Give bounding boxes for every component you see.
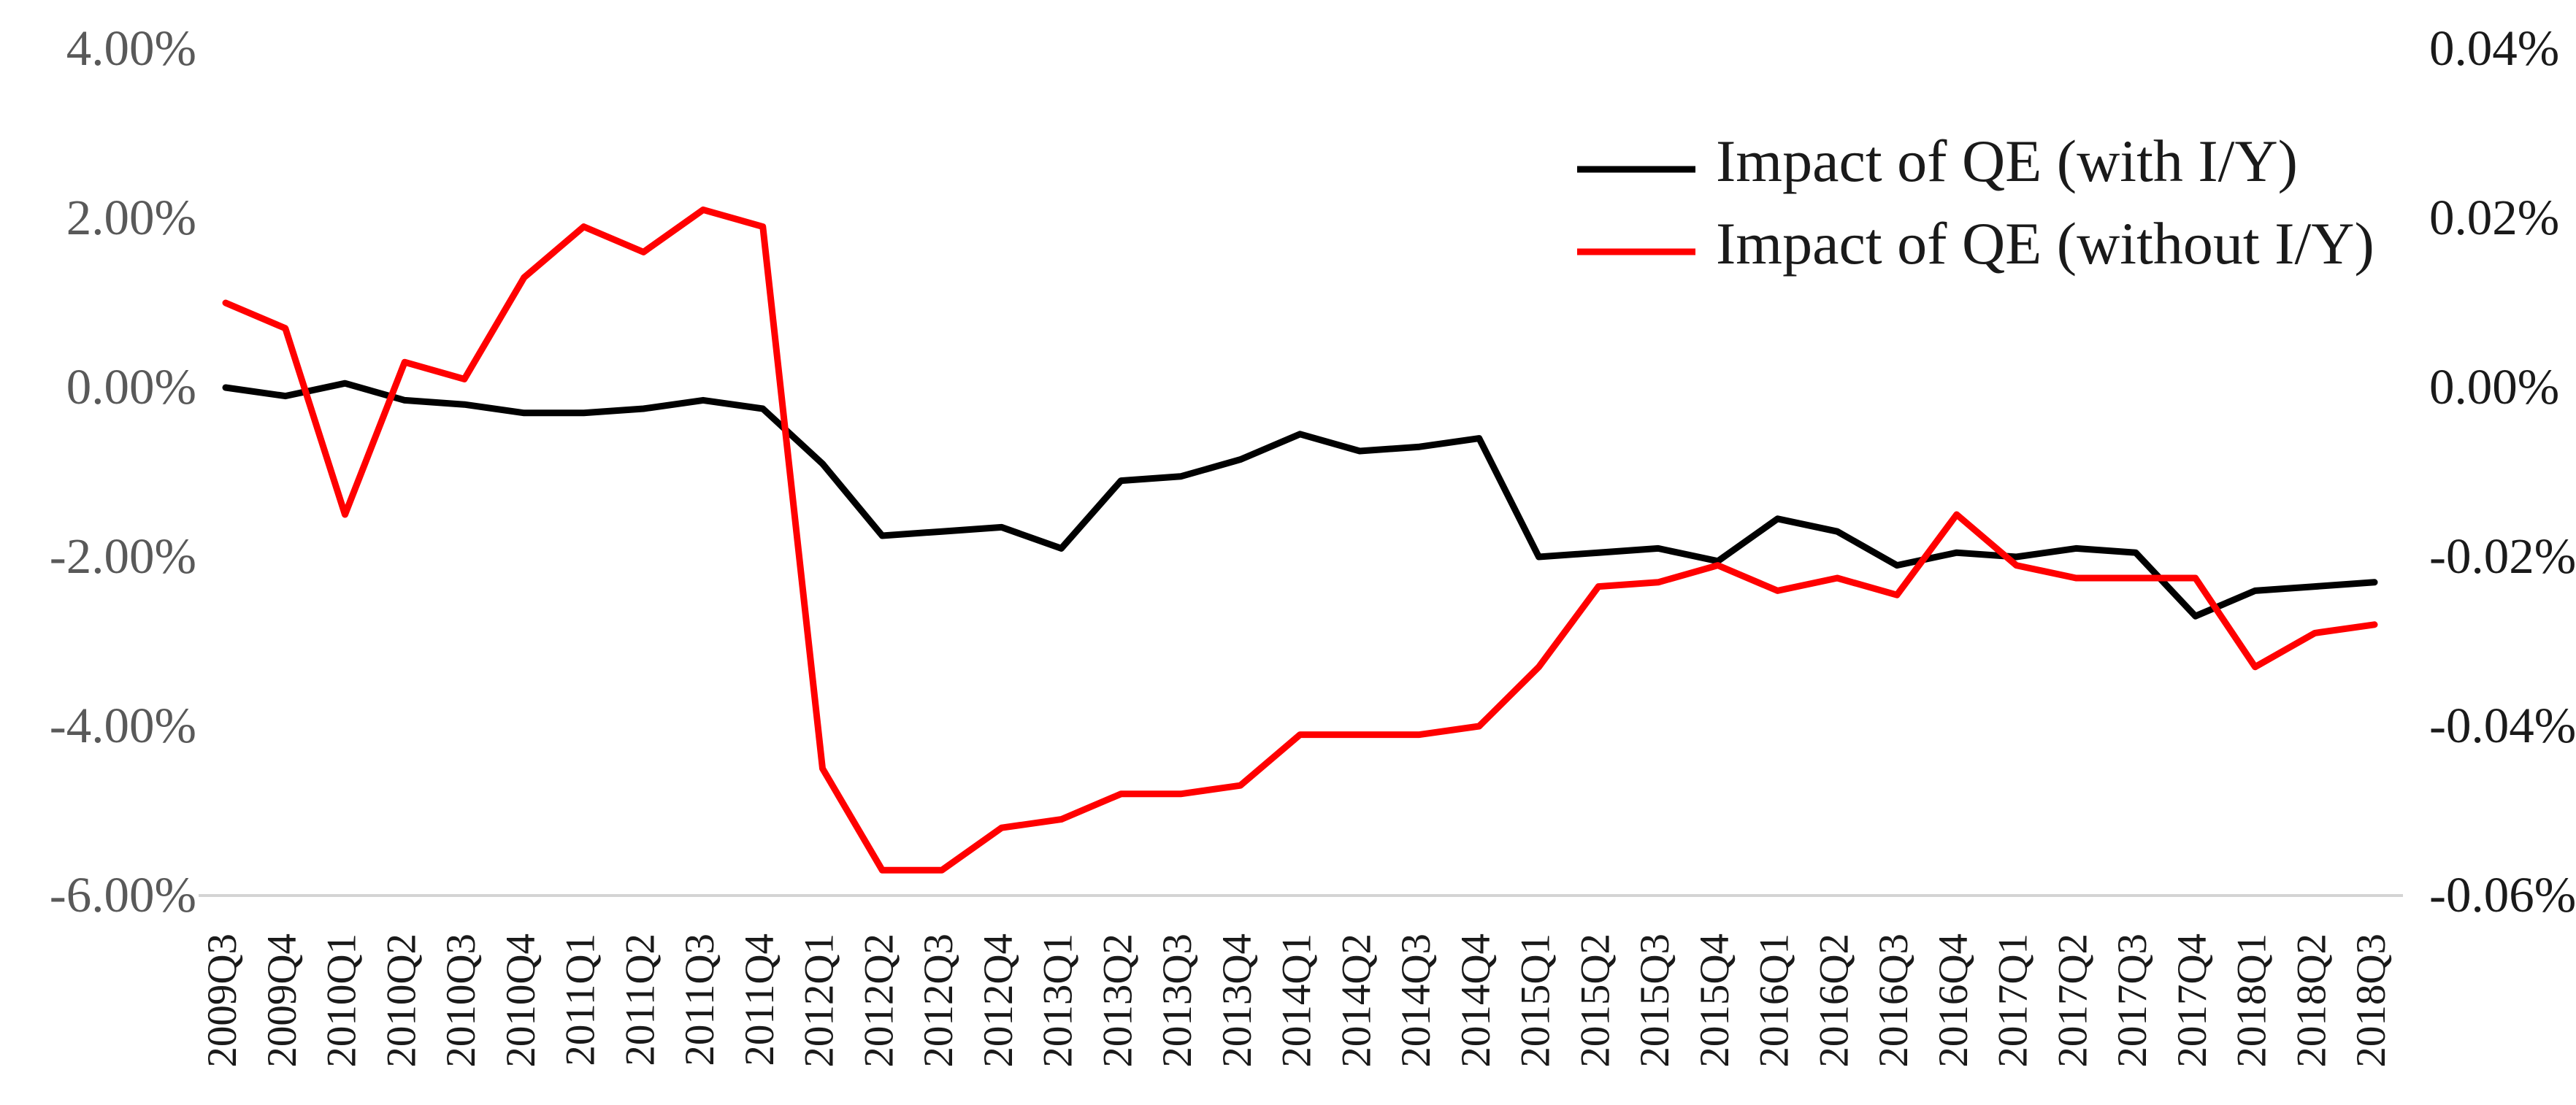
svg-text:2010Q3: 2010Q3 — [438, 933, 484, 1068]
svg-text:0.00%: 0.00% — [2429, 359, 2559, 415]
svg-text:0.04%: 0.04% — [2429, 20, 2559, 76]
svg-text:2016Q1: 2016Q1 — [1752, 933, 1798, 1068]
svg-text:2017Q4: 2017Q4 — [2169, 933, 2215, 1068]
svg-text:-0.04%: -0.04% — [2429, 698, 2576, 753]
svg-text:2014Q4: 2014Q4 — [1453, 933, 1499, 1068]
svg-text:2016Q3: 2016Q3 — [1871, 933, 1917, 1068]
svg-text:2014Q3: 2014Q3 — [1393, 933, 1439, 1068]
svg-text:2015Q4: 2015Q4 — [1692, 933, 1738, 1068]
svg-text:2010Q4: 2010Q4 — [498, 933, 544, 1068]
svg-text:2.00%: 2.00% — [66, 190, 196, 245]
svg-text:2014Q1: 2014Q1 — [1274, 933, 1320, 1068]
svg-text:2016Q2: 2016Q2 — [1811, 933, 1857, 1068]
svg-text:2011Q1: 2011Q1 — [558, 933, 604, 1066]
svg-text:0.02%: 0.02% — [2429, 190, 2559, 245]
svg-text:2018Q3: 2018Q3 — [2348, 933, 2394, 1068]
svg-text:2013Q4: 2013Q4 — [1214, 933, 1260, 1068]
svg-text:2013Q2: 2013Q2 — [1095, 933, 1141, 1068]
svg-text:Impact of QE (without I/Y): Impact of QE (without I/Y) — [1716, 210, 2374, 277]
svg-text:2012Q1: 2012Q1 — [797, 933, 843, 1068]
svg-text:2009Q3: 2009Q3 — [199, 933, 245, 1068]
svg-text:2018Q2: 2018Q2 — [2288, 933, 2334, 1068]
svg-text:4.00%: 4.00% — [66, 20, 196, 76]
svg-text:2012Q3: 2012Q3 — [916, 933, 962, 1068]
svg-text:2009Q4: 2009Q4 — [259, 933, 305, 1068]
svg-text:-0.02%: -0.02% — [2429, 528, 2576, 584]
svg-text:2013Q3: 2013Q3 — [1154, 933, 1200, 1068]
svg-text:2010Q2: 2010Q2 — [378, 933, 424, 1068]
svg-text:-0.06%: -0.06% — [2429, 867, 2576, 923]
svg-text:2014Q2: 2014Q2 — [1333, 933, 1379, 1068]
svg-text:2018Q1: 2018Q1 — [2229, 933, 2275, 1068]
svg-text:2017Q2: 2017Q2 — [2050, 933, 2096, 1068]
svg-text:2012Q2: 2012Q2 — [856, 933, 902, 1068]
svg-text:-6.00%: -6.00% — [50, 867, 196, 923]
svg-text:2012Q4: 2012Q4 — [975, 933, 1021, 1068]
svg-text:2015Q1: 2015Q1 — [1513, 933, 1559, 1068]
svg-text:2017Q1: 2017Q1 — [1990, 933, 2036, 1068]
svg-text:2015Q3: 2015Q3 — [1632, 933, 1678, 1068]
svg-text:-2.00%: -2.00% — [50, 528, 196, 584]
svg-text:2016Q4: 2016Q4 — [1931, 933, 1977, 1068]
svg-text:2015Q2: 2015Q2 — [1572, 933, 1618, 1068]
svg-text:2011Q4: 2011Q4 — [737, 933, 783, 1066]
svg-text:2011Q2: 2011Q2 — [617, 933, 663, 1066]
svg-text:Impact of QE (with I/Y): Impact of QE (with I/Y) — [1716, 128, 2298, 194]
svg-text:-4.00%: -4.00% — [50, 698, 196, 753]
svg-text:2013Q1: 2013Q1 — [1035, 933, 1081, 1068]
svg-text:2010Q1: 2010Q1 — [319, 933, 365, 1068]
svg-text:0.00%: 0.00% — [66, 359, 196, 415]
svg-text:2017Q3: 2017Q3 — [2109, 933, 2155, 1068]
svg-text:2011Q3: 2011Q3 — [677, 933, 723, 1066]
